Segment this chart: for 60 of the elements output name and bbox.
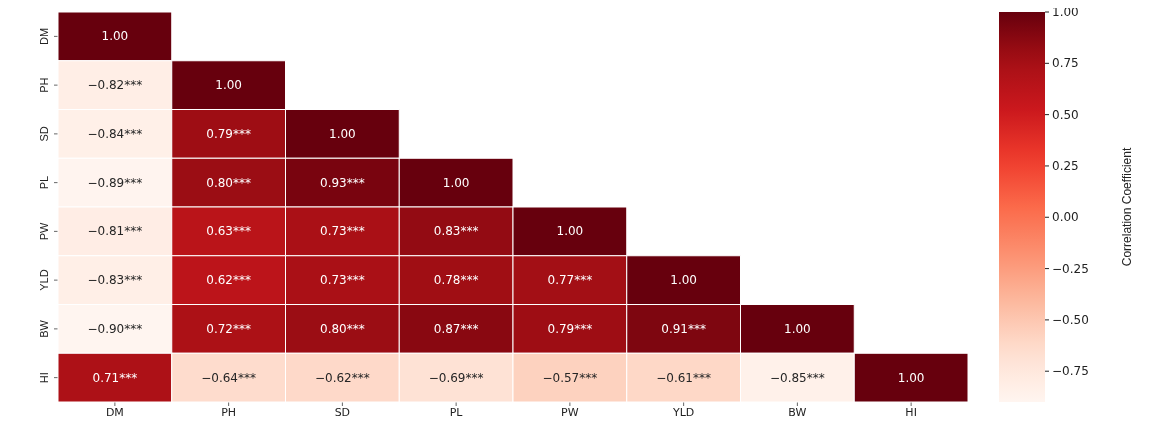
color-bar-label: 0.00 [1052,210,1079,225]
y-tick-label: YLD [38,269,50,291]
y-tick-label: PH [38,77,50,93]
data-label: −0.84*** [87,126,143,141]
data-label: −0.83*** [87,273,143,288]
x-tick-label: HI [905,405,917,419]
data-label: 0.79*** [547,321,593,336]
y-tick-label: BW [38,319,50,338]
x-tick-label: SD [334,405,351,419]
color-bar-label: 0.75 [1052,56,1079,71]
data-label: 1.00 [442,175,470,190]
data-label: 0.72*** [206,321,251,336]
data-label: 0.78*** [433,273,479,288]
data-label: −0.90*** [87,321,143,336]
data-label: 0.62*** [206,273,251,288]
data-label: 0.93*** [320,175,365,190]
x-tick-label: YLD [671,405,695,419]
data-label: 0.80*** [206,175,251,190]
data-label: −0.85*** [769,370,825,385]
data-label: 0.73*** [320,273,365,288]
y-tick-label: HI [38,372,50,384]
data-label: 0.79*** [206,126,251,141]
data-label: −0.64*** [201,370,257,385]
data-label: 0.71*** [92,370,138,385]
y-tick-label: PL [38,175,50,190]
color-bar-label: −0.25 [1052,261,1089,276]
data-label: 1.00 [101,29,129,44]
data-label: 0.87*** [433,321,479,336]
data-label: −0.81*** [87,224,143,239]
data-label: 1.00 [784,321,811,336]
data-label: −0.82*** [87,78,143,93]
data-label: 1.00 [329,126,356,141]
data-label: 0.73*** [320,224,365,239]
data-label: −0.69*** [428,370,484,385]
data-label: −0.62*** [314,370,370,385]
x-tick-label: BW [788,405,807,419]
color-bar-title: Correlation Coefficient [1120,147,1134,267]
data-label: 0.80*** [320,321,365,336]
data-label: −0.89*** [87,175,143,190]
x-tick-label: PH [221,405,237,419]
y-tick-label: SD [38,126,50,142]
data-label: −0.61*** [656,370,712,385]
data-label: 0.77*** [547,273,593,288]
y-tick-label: DM [38,27,50,45]
data-label: 1.00 [556,224,584,239]
data-label: 1.00 [897,370,925,385]
x-tick-label: PL [449,405,464,419]
data-label: 0.63*** [206,224,251,239]
color-bar-label: −0.75 [1052,364,1089,379]
x-tick-label: DM [105,405,124,419]
data-label: 1.00 [215,78,242,93]
x-tick-label: PW [561,405,579,419]
data-label: −0.57*** [542,370,598,385]
y-tick-label: PW [38,221,50,241]
color-bar-label: −0.50 [1052,312,1089,327]
color-bar-label: 0.25 [1052,158,1079,173]
data-label: 1.00 [670,273,697,288]
data-label: 0.83*** [433,224,479,239]
data-label: 0.91*** [661,321,706,336]
color-bar-label: 0.50 [1052,107,1079,122]
